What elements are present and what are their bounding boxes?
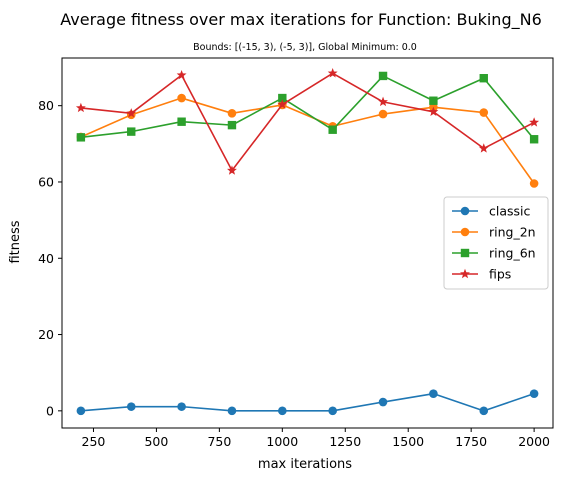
series-line-ring_2n [80,97,535,184]
data-point-classic [278,406,287,416]
data-point-fips [75,102,86,113]
data-point-classic [529,389,539,398]
series-line-ring_6n [80,75,535,140]
y-axis-label: fitness [8,220,23,263]
legend-label: ring_2n [489,225,536,240]
x-tick-label: 1500 [392,434,424,449]
legend-label: fips [489,267,511,282]
x-tick-label: 1000 [266,434,298,449]
x-tick-label: 1750 [455,434,487,449]
data-point-classic [227,406,237,416]
x-tick-label: 750 [207,434,231,449]
data-point-ring_2n [227,109,237,118]
data-point-fips [529,117,540,127]
data-point-ring_6n [479,74,488,83]
series-fips [75,68,540,175]
data-point-ring_2n [529,179,539,188]
data-point-classic [479,406,489,416]
data-point-fips [126,108,137,118]
series-line-fips [80,72,535,172]
legend-item-fips: fips [452,267,511,282]
x-tick-label: 2000 [518,434,550,449]
y-tick-label: 60 [38,174,54,189]
legend-label: ring_6n [489,246,536,261]
y-tick-label: 0 [46,403,54,418]
data-point-fips [478,143,489,153]
series-classic [76,389,539,416]
data-point-classic [378,397,388,407]
data-point-ring_6n [429,96,438,105]
data-point-ring_6n [278,93,287,103]
legend-item-ring_6n: ring_6n [452,246,536,261]
data-point-classic [429,389,438,398]
data-point-classic [126,402,136,411]
legend-marker [460,268,470,279]
legend-marker [460,248,470,258]
series-ring_6n [76,71,539,144]
legend-item-classic: classic [452,204,531,219]
data-point-ring_2n [177,93,186,103]
plot-area [61,57,554,429]
data-point-classic [177,402,186,411]
x-axis-label: max iterations [258,457,352,472]
chart-title: Average fitness over max iterations for … [60,10,542,30]
data-point-ring_6n [529,135,539,144]
data-point-ring_6n [76,133,86,142]
data-point-ring_2n [479,108,489,117]
data-point-fips [327,68,338,78]
data-point-ring_6n [328,125,337,134]
data-point-fips [378,96,388,107]
legend-marker [460,227,470,237]
data-point-ring_6n [177,117,186,126]
x-tick-label: 500 [144,434,168,449]
series-line-classic [80,392,535,412]
series-ring_2n [76,93,539,188]
chart-subtitle: Bounds: [(-15, 3), (-5, 3)], Global Mini… [193,42,417,53]
data-point-fips [176,69,187,80]
data-point-ring_6n [378,71,388,81]
data-point-ring_2n [378,109,388,119]
legend-marker [460,206,470,216]
plot-frame [61,57,554,429]
legend-item-ring_2n: ring_2n [452,225,536,240]
data-point-fips [277,99,288,109]
data-point-classic [76,406,86,416]
data-point-fips [428,106,439,116]
x-tick-label: 1250 [329,434,361,449]
data-point-ring_6n [127,127,136,136]
y-tick-label: 80 [38,98,54,113]
y-tick-label: 40 [38,251,54,266]
data-point-ring_6n [227,120,237,130]
x-axis-ticks: 250 500 750 1000 1250 1500 1750 2000 [82,428,550,449]
y-tick-label: 20 [38,327,54,342]
legend-box [443,196,549,290]
data-point-classic [328,406,337,416]
x-tick-label: 250 [82,434,106,449]
legend-label: classic [489,204,531,219]
y-axis-ticks: 0 20 40 60 80 [38,98,62,418]
data-point-fips [227,165,237,175]
